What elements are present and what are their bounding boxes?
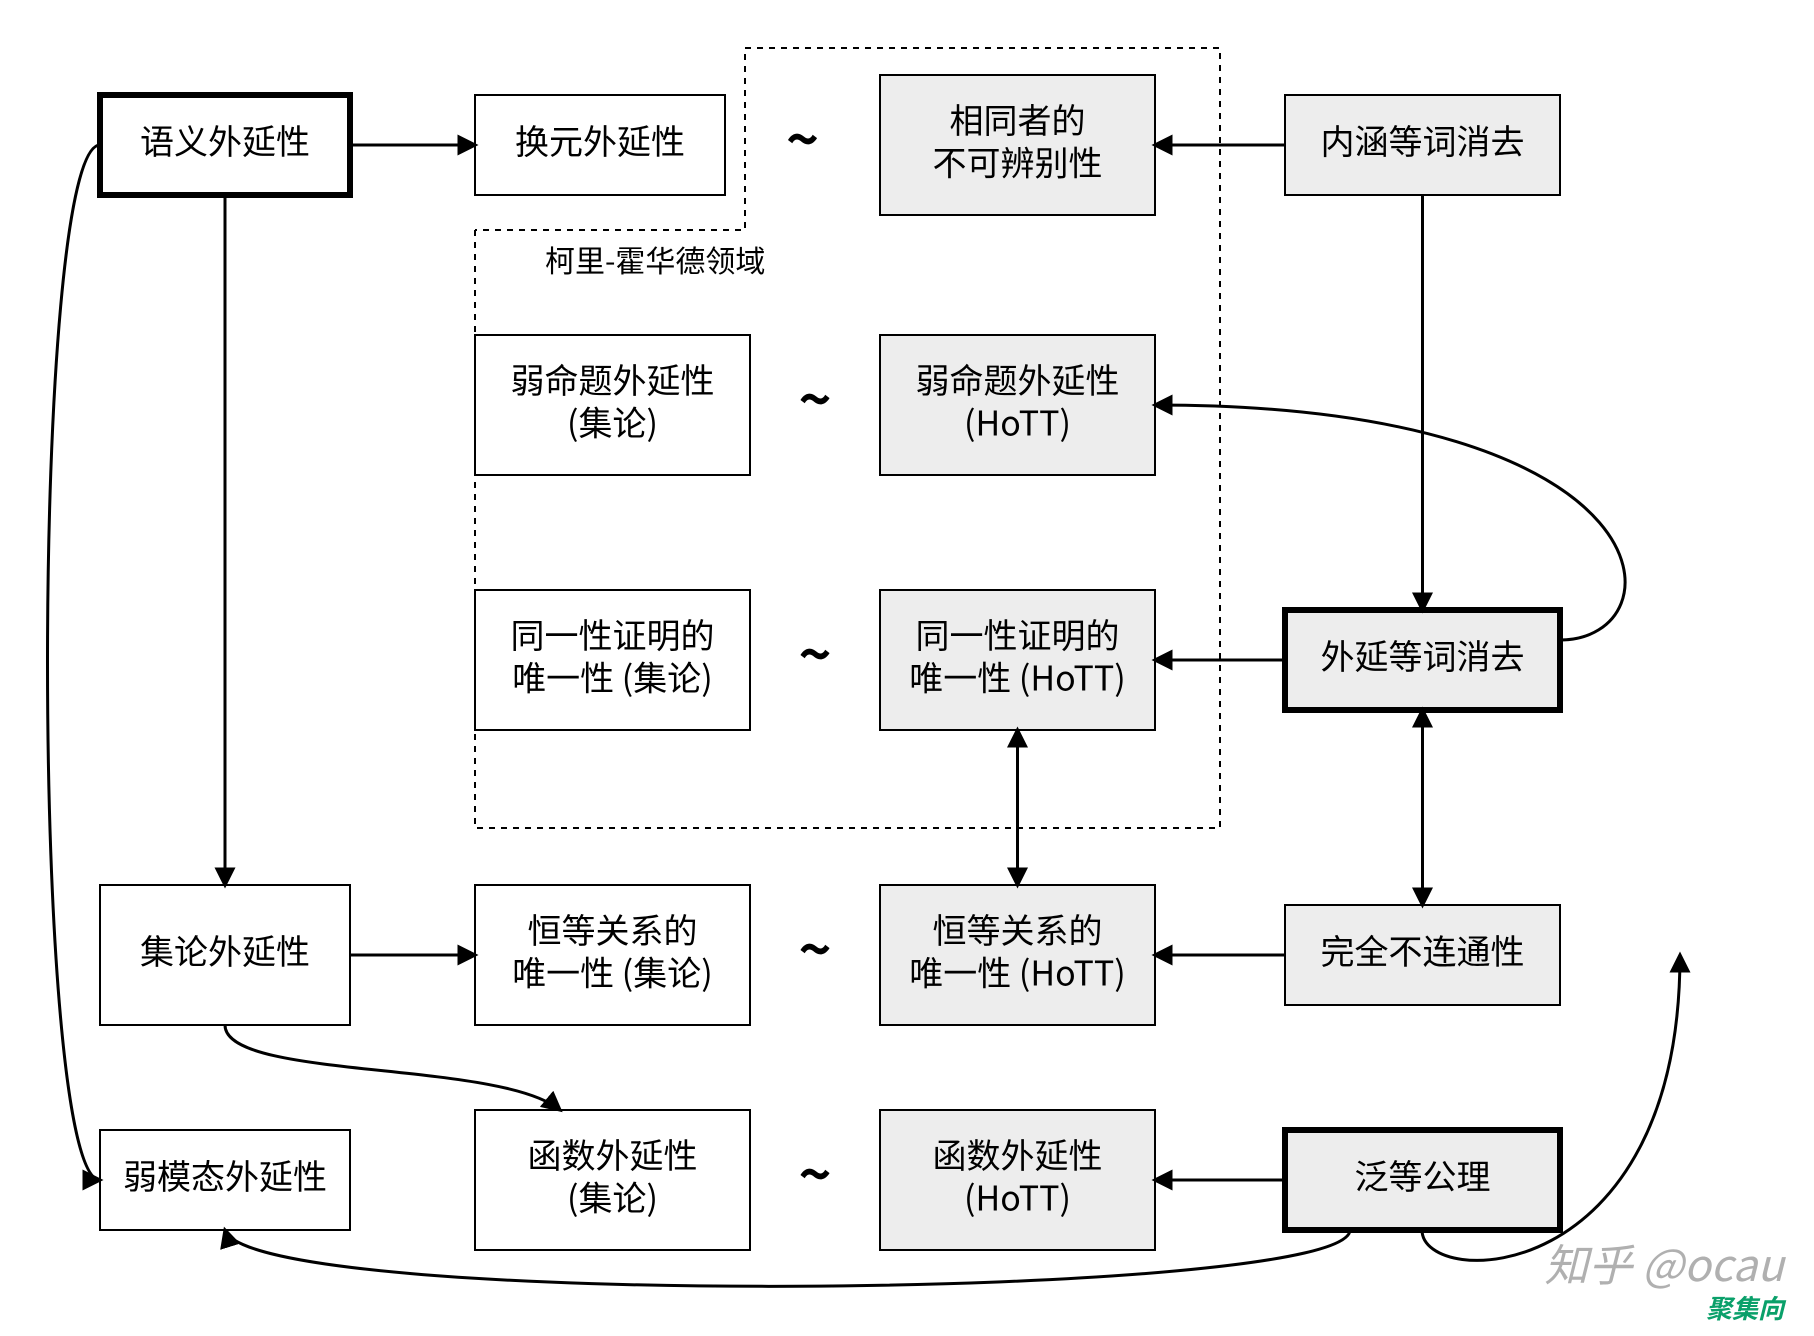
tilde-4: ~	[798, 1131, 831, 1212]
node-n_uipS: 同一性证明的唯一性 (集论)	[475, 590, 750, 730]
node-n_ueqS-line1: 唯一性 (集论)	[512, 946, 713, 995]
node-n_intElim-line0: 内涵等词消去	[1321, 115, 1525, 164]
node-n_uipH: 同一性证明的唯一性 (HoTT)	[880, 590, 1155, 730]
node-n_ua-line0: 泛等公理	[1355, 1150, 1491, 1199]
node-n_ueqH: 恒等关系的唯一性 (HoTT)	[880, 885, 1155, 1025]
tilde-3: ~	[798, 906, 831, 987]
node-n_wmodal-line0: 弱模态外延性	[123, 1150, 327, 1199]
node-n_uipS-line1: 唯一性 (集论)	[512, 651, 713, 700]
node-n_uipH-line1: 唯一性 (HoTT)	[909, 651, 1126, 700]
node-n_setExt-line0: 集论外延性	[140, 925, 310, 974]
tilde-1: ~	[798, 356, 831, 437]
node-n_discon-line0: 完全不连通性	[1321, 925, 1525, 974]
node-n_funS-line1: (集论)	[567, 1171, 658, 1220]
tilde-0: ~	[786, 96, 819, 177]
node-n_indisc: 相同者的不可辨别性	[880, 75, 1155, 215]
node-n_wpropH: 弱命题外延性(HoTT)	[880, 335, 1155, 475]
node-n_ueqS: 恒等关系的唯一性 (集论)	[475, 885, 750, 1025]
node-n_setExt: 集论外延性	[100, 885, 350, 1025]
node-n_extElim-line0: 外延等词消去	[1321, 630, 1525, 679]
node-n_discon: 完全不连通性	[1285, 905, 1560, 1005]
node-n_indisc-line1: 不可辨别性	[933, 136, 1103, 185]
watermark: 知乎 @ocau	[1544, 1230, 1786, 1294]
node-n_sem: 语义外延性	[100, 95, 350, 195]
node-n_sub: 换元外延性	[475, 95, 725, 195]
tilde-2: ~	[798, 611, 831, 692]
node-n_wmodal: 弱模态外延性	[100, 1130, 350, 1230]
node-n_funH: 函数外延性(HoTT)	[880, 1110, 1155, 1250]
node-n_wpropS: 弱命题外延性(集论)	[475, 335, 750, 475]
node-n_intElim: 内涵等词消去	[1285, 95, 1560, 195]
node-n_sub-line0: 换元外延性	[515, 115, 685, 164]
node-n_funH-line1: (HoTT)	[964, 1171, 1071, 1220]
curry-howard-label: 柯里-霍华德领域	[545, 237, 765, 281]
node-n_sem-line0: 语义外延性	[140, 115, 310, 164]
node-n_funS: 函数外延性(集论)	[475, 1110, 750, 1250]
node-n_ueqH-line1: 唯一性 (HoTT)	[909, 946, 1126, 995]
node-n_extElim: 外延等词消去	[1285, 610, 1560, 710]
node-n_ua: 泛等公理	[1285, 1130, 1560, 1230]
node-n_wpropH-line1: (HoTT)	[964, 396, 1071, 445]
watermark-sub: 聚集向	[1706, 1289, 1787, 1326]
node-n_wpropS-line1: (集论)	[567, 396, 658, 445]
